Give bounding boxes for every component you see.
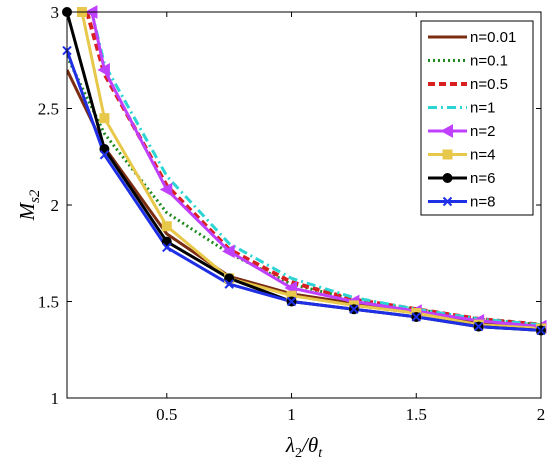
x-tick-label: 1 (287, 405, 296, 424)
ticks-layer: 0.5 1 1.5 2 1 1.5 2 2.5 3 (38, 3, 546, 424)
legend-marker (440, 124, 453, 138)
data-point (411, 312, 421, 322)
y-axis-label: Ms2 (15, 189, 43, 221)
legend-entry: n=4 (428, 147, 495, 164)
series-line-n=1 (90, 12, 541, 327)
data-point (162, 242, 172, 253)
data-point (473, 321, 484, 332)
legend-entry: n=0.5 (428, 76, 508, 93)
data-point (99, 113, 110, 124)
legend-marker (442, 173, 453, 183)
legend: n=0.01 n=0.1 n=0.5 n=1 n=2 n=4 n=6 n=8 (420, 20, 534, 216)
legend-label: n=0.5 (470, 76, 508, 93)
y-tick-label: 1.5 (38, 293, 59, 312)
y-tick-label: 2 (51, 196, 60, 215)
legend-items: n=0.01 n=0.1 n=0.5 n=1 n=2 n=4 n=6 n=8 (428, 29, 516, 211)
data-point (222, 244, 235, 259)
data-point (286, 296, 297, 307)
legend-marker (442, 149, 453, 160)
legend-label: n=4 (470, 147, 495, 164)
legend-entry: n=0.1 (428, 53, 508, 70)
legend-label: n=1 (470, 100, 495, 117)
data-point (349, 304, 359, 314)
x-tick-label: 2 (537, 405, 546, 424)
data-point (224, 279, 234, 289)
legend-label: n=0.01 (470, 29, 516, 46)
data-point (161, 221, 172, 232)
data-point (99, 150, 110, 160)
legend-entry: n=0.01 (428, 29, 516, 46)
legend-marker (442, 196, 453, 207)
legend-label: n=8 (470, 194, 495, 211)
legend-box (420, 20, 534, 216)
legend-label: n=6 (470, 170, 495, 187)
legend-label: n=2 (470, 123, 495, 140)
data-point (97, 63, 110, 77)
x-axis-label: λ2/θt (285, 433, 323, 461)
x-tick-label: 1.5 (406, 405, 427, 424)
y-tick-label: 3 (51, 3, 60, 22)
data-point (159, 182, 173, 197)
legend-entry: n=8 (428, 194, 495, 211)
y-tick-label: 2.5 (38, 100, 59, 119)
x-tick-label: 0.5 (156, 405, 177, 424)
legend-entry: n=6 (428, 170, 495, 187)
legend-entry: n=1 (428, 100, 495, 117)
y-tick-label: 1 (51, 389, 60, 408)
legend-label: n=0.1 (470, 53, 508, 70)
legend-entry: n=2 (428, 123, 495, 140)
